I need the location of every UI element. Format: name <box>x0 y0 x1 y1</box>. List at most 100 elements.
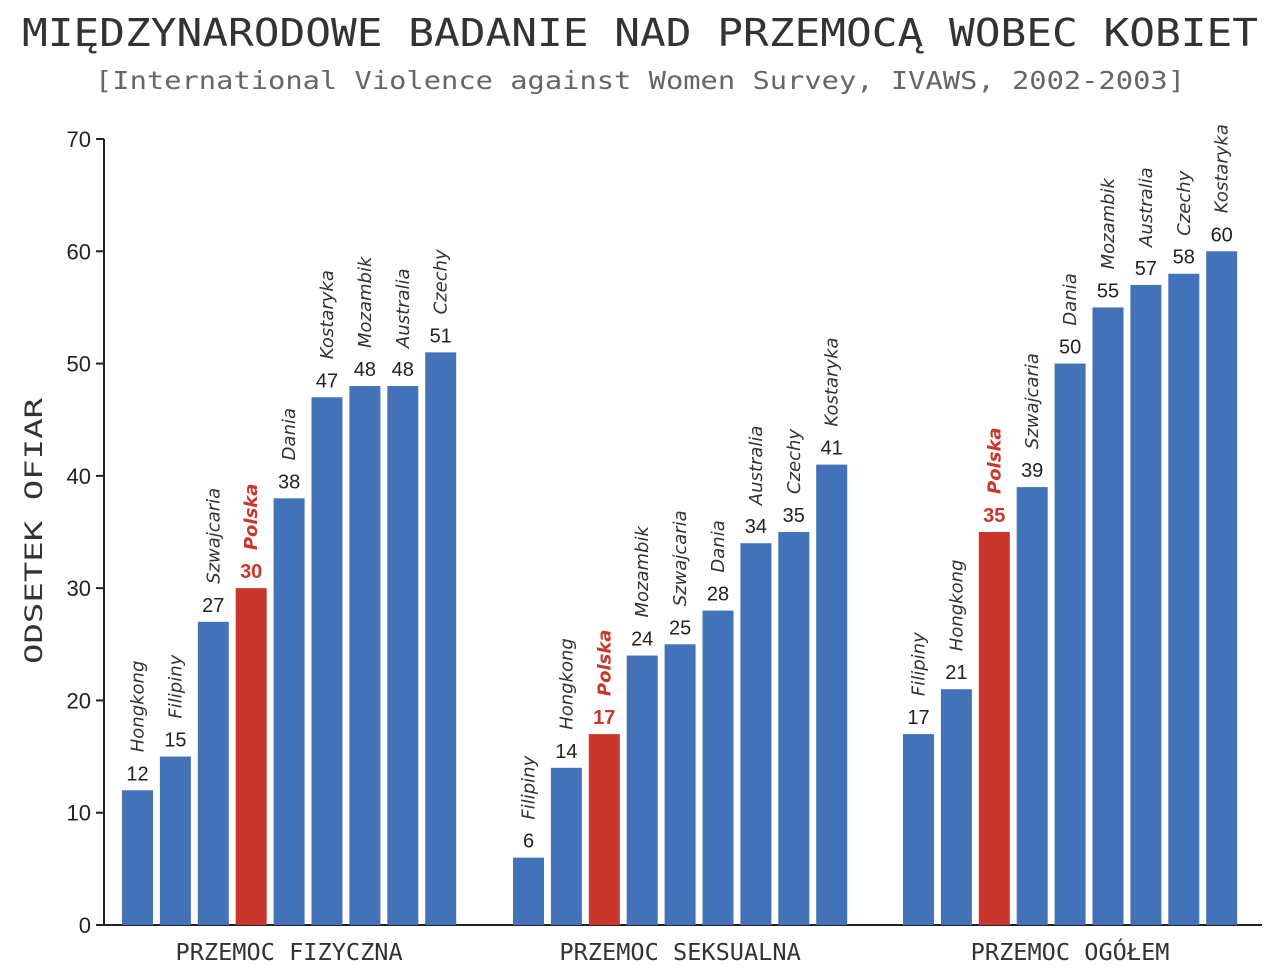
bar-group: 6 Filipiny 14 Hongkong 17 Polska 24 Mozambik 25 S… <box>513 337 848 966</box>
bar-category-label: Mozambik <box>355 255 376 348</box>
bar <box>816 464 848 925</box>
bar <box>740 543 772 925</box>
bar <box>273 498 305 925</box>
y-tick-label: 30 <box>67 576 91 601</box>
bar-category-label: Mozambik <box>1098 176 1119 269</box>
data-label: 17 <box>593 707 615 729</box>
bars: 12 Hongkong 15 Filipiny 27 Szwajcaria 30 Polska… <box>122 124 1238 966</box>
bar <box>1206 251 1238 926</box>
data-label: 14 <box>555 741 577 763</box>
bar <box>903 734 934 925</box>
data-label: 15 <box>164 730 186 752</box>
bar <box>387 386 419 925</box>
bar <box>235 588 267 925</box>
data-label: 35 <box>783 505 805 527</box>
bar-category-label: Hongkong <box>556 638 577 730</box>
bar-category-label: Filipiny <box>909 632 930 696</box>
bar-category-label: Filipiny <box>165 654 186 718</box>
bar <box>1016 487 1048 925</box>
data-label: 48 <box>392 359 414 381</box>
bar <box>702 610 734 925</box>
bar <box>626 655 658 925</box>
data-label: 35 <box>983 505 1005 527</box>
group-label: PRZEMOC FIZYCZNA <box>176 940 403 966</box>
data-label: 39 <box>1021 460 1043 482</box>
y-tick-label: 0 <box>79 913 91 938</box>
data-label: 38 <box>278 471 300 493</box>
bar <box>425 352 457 925</box>
bar <box>940 689 972 925</box>
bar-category-label: Czechy <box>431 249 452 314</box>
data-label: 21 <box>945 662 967 684</box>
bar-category-label: Dania <box>1060 273 1081 325</box>
data-label: 47 <box>316 370 338 392</box>
data-label: 41 <box>821 438 843 460</box>
bar <box>311 397 343 925</box>
bar <box>159 756 191 925</box>
group-label: PRZEMOC OGÓŁEM <box>971 938 1170 966</box>
y-tick-label: 60 <box>67 239 91 264</box>
data-label: 17 <box>907 707 929 729</box>
bar-category-label: Polska <box>241 484 262 551</box>
y-tick-label: 20 <box>67 688 91 713</box>
bar-category-label: Hongkong <box>946 560 967 652</box>
bar-category-label: Australia <box>393 268 414 349</box>
data-label: 6 <box>523 831 534 853</box>
bar-category-label: Australia <box>1136 167 1157 248</box>
bar <box>197 621 229 925</box>
y-tick-label: 10 <box>67 801 91 826</box>
data-label: 60 <box>1211 224 1233 246</box>
bar-category-label: Szwajcaria <box>1022 353 1043 449</box>
chart-subtitle: [International Violence against Women Su… <box>95 66 1185 95</box>
y-tick-label: 40 <box>67 464 91 489</box>
bar-category-label: Hongkong <box>128 661 149 753</box>
bar-category-label: Filipiny <box>519 755 540 819</box>
bar-group: 12 Hongkong 15 Filipiny 27 Szwajcaria 30 Polska… <box>122 249 457 966</box>
bar-category-label: Australia <box>746 426 767 507</box>
bar-category-label: Polska <box>594 630 615 697</box>
data-label: 48 <box>354 359 376 381</box>
bar <box>1054 363 1086 926</box>
data-label: 30 <box>240 561 262 583</box>
y-tick-label: 50 <box>67 352 91 377</box>
y-axis-label: ODSETEK OFIAR <box>20 397 48 664</box>
data-label: 57 <box>1135 258 1157 280</box>
bar <box>550 767 582 925</box>
bar-group: 17 Filipiny 21 Hongkong 35 Polska 39 Szwajcaria… <box>903 124 1238 966</box>
bar <box>1168 273 1200 925</box>
data-label: 51 <box>430 325 452 347</box>
bar <box>349 386 381 925</box>
bar <box>513 857 544 925</box>
data-label: 50 <box>1059 337 1081 359</box>
group-label: PRZEMOC SEKSUALNA <box>559 940 801 966</box>
data-label: 55 <box>1097 280 1119 302</box>
bar-category-label: Polska <box>984 427 1005 494</box>
bar <box>1130 284 1162 925</box>
bar <box>778 532 810 925</box>
bar <box>588 734 620 925</box>
bar <box>122 790 153 925</box>
chart-title: MIĘDZYNARODOWE BADANIE NAD PRZEMOCĄ WOBE… <box>22 11 1258 55</box>
bar-category-label: Szwajcaria <box>203 488 224 584</box>
data-label: 12 <box>126 763 148 785</box>
bar <box>1092 307 1124 925</box>
bar <box>978 532 1010 925</box>
data-label: 27 <box>202 595 224 617</box>
data-label: 34 <box>745 516 767 538</box>
bar-category-label: Kostaryka <box>1212 124 1233 213</box>
bar-category-label: Czechy <box>784 429 805 494</box>
bar-category-label: Dania <box>708 520 729 572</box>
data-label: 25 <box>669 617 691 639</box>
data-label: 28 <box>707 584 729 606</box>
bar <box>664 644 696 925</box>
data-label: 24 <box>631 629 653 651</box>
bar-category-label: Kostaryka <box>317 270 338 359</box>
bar-category-label: Mozambik <box>632 525 653 618</box>
bar-category-label: Dania <box>279 408 300 460</box>
bar-category-label: Kostaryka <box>822 337 843 426</box>
bar-category-label: Czechy <box>1174 170 1195 235</box>
bar-category-label: Szwajcaria <box>670 510 691 606</box>
data-label: 58 <box>1173 247 1195 269</box>
y-tick-label: 70 <box>67 127 91 152</box>
